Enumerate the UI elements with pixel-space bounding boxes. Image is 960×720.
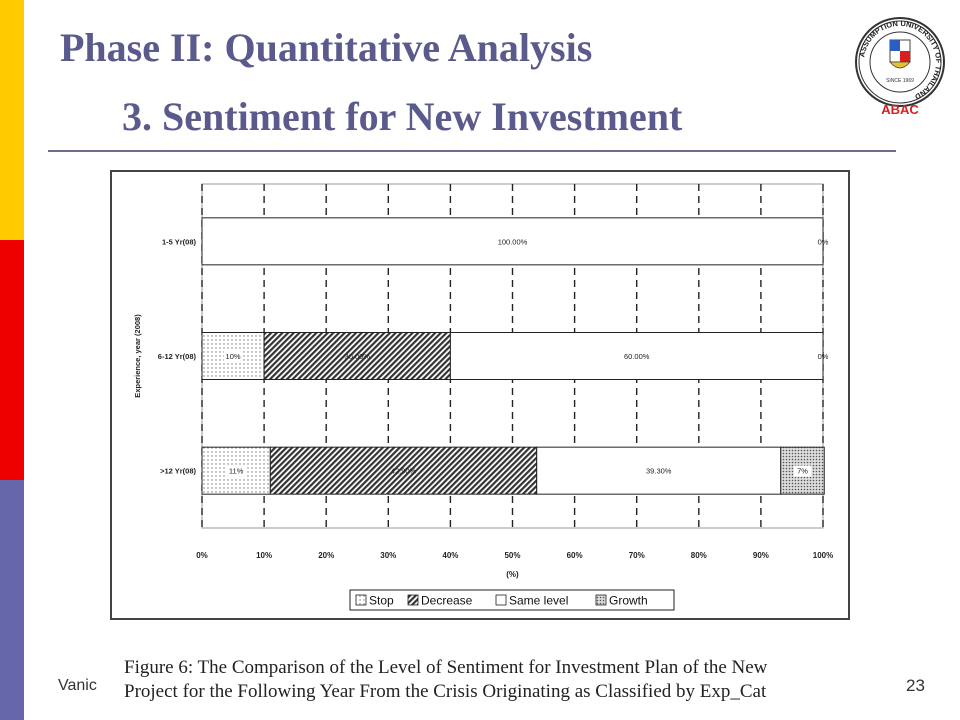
logo-label: ABAC xyxy=(881,102,919,117)
legend-swatch xyxy=(595,594,607,606)
data-label: 0% xyxy=(818,352,829,361)
category-label: >12 Yr(08) xyxy=(160,467,196,476)
data-label: 60.00% xyxy=(624,352,650,361)
data-label: 30.00% xyxy=(345,352,371,361)
x-tick-label: 80% xyxy=(691,551,707,560)
x-tick-label: 60% xyxy=(567,551,583,560)
data-label-bg xyxy=(793,465,812,477)
side-strip-red xyxy=(0,240,24,480)
x-tick-label: 20% xyxy=(318,551,334,560)
caption-line-1: Figure 6: The Comparison of the Level of… xyxy=(124,657,768,678)
data-label: 7% xyxy=(797,467,808,476)
x-tick-label: 90% xyxy=(753,551,769,560)
legend-label: Decrease xyxy=(421,594,473,608)
x-tick-label: 40% xyxy=(442,551,458,560)
category-label: 6-12 Yr(08) xyxy=(158,352,197,361)
caption-line-2: Project for the Following Year From the … xyxy=(124,681,767,702)
x-axis-label: (%) xyxy=(506,570,519,579)
bar-segment xyxy=(449,332,824,380)
legend-swatch xyxy=(495,594,507,606)
title-divider xyxy=(48,150,896,152)
legend-label: Growth xyxy=(609,594,648,608)
legend-swatch xyxy=(407,594,419,606)
data-label: 39.30% xyxy=(646,467,672,476)
data-label: 100.00% xyxy=(498,237,528,246)
category-label: 1-5 Yr(08) xyxy=(162,237,197,246)
x-tick-label: 0% xyxy=(196,551,208,560)
x-tick-label: 30% xyxy=(380,551,396,560)
x-tick-label: 100% xyxy=(813,551,833,560)
data-label: 42.90% xyxy=(391,467,417,476)
logo-inner-text: SINCE 1969 xyxy=(886,78,914,84)
side-strip-yellow xyxy=(0,0,24,240)
legend-swatch xyxy=(355,594,367,606)
x-tick-label: 50% xyxy=(504,551,520,560)
side-strip-blue xyxy=(0,480,24,720)
data-label: 10% xyxy=(226,352,241,361)
legend-label: Same level xyxy=(509,594,568,608)
data-label-bg xyxy=(224,351,243,362)
university-logo-icon: ASSUMPTION UNIVERSITY OF THAILAND SINCE … xyxy=(855,17,945,117)
y-axis-label: Experience, year (2008) xyxy=(133,314,142,398)
x-tick-label: 70% xyxy=(629,551,645,560)
x-tick-label: 10% xyxy=(256,551,272,560)
page-number: 23 xyxy=(906,676,925,695)
figure-caption: Figure 6: The Comparison of the Level of… xyxy=(124,656,864,704)
data-label: 11% xyxy=(229,467,244,476)
bar-segment xyxy=(201,217,824,266)
data-label: 0% xyxy=(818,237,829,246)
legend-box xyxy=(349,589,675,611)
slide-subtitle: 3. Sentiment for New Investment xyxy=(122,94,683,139)
data-label-bg xyxy=(227,465,246,477)
stacked-bar-chart: 0% 10% 20% 30% 40% 50% 60% 70% 80% 90% 100% (%) Expe… xyxy=(133,183,833,611)
bar-segment xyxy=(269,446,538,495)
slide-title: Phase II: Quantitative Analysis xyxy=(60,25,593,70)
legend-label: Stop xyxy=(369,594,394,608)
author-label: Vanic xyxy=(58,677,97,694)
bar-segment xyxy=(536,446,782,495)
bar-segment xyxy=(263,332,451,380)
